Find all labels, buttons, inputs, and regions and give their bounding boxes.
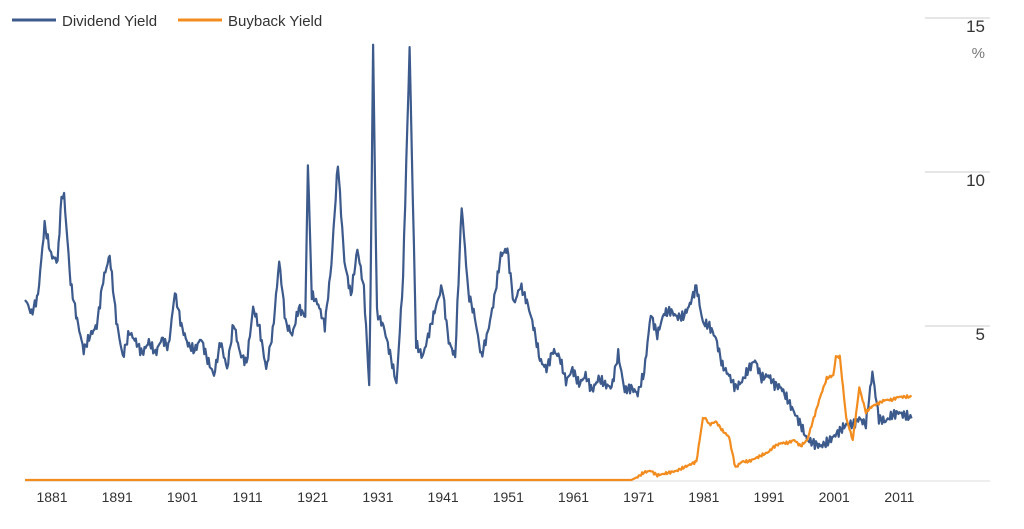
y-tick-label-5: 5 [976,325,985,344]
x-tick-label-1961: 1961 [558,489,589,505]
x-tick-label-1951: 1951 [493,489,524,505]
x-tick-label-1921: 1921 [297,489,328,505]
x-tick-label-1971: 1971 [623,489,654,505]
grid-layer [925,17,990,327]
axis-layer: 5 10 15% 1881 1891 1901 1911 1921 1931 1941 1951 19… [36,17,985,505]
x-tick-label-1911: 1911 [233,489,263,505]
x-tick-label-2001: 2001 [819,489,850,505]
x-tick-label-1881: 1881 [36,489,67,505]
x-tick-label-1981: 1981 [688,489,719,505]
buyback-yield-line [25,354,913,482]
legend-label-buyback-yield: Buyback Yield [228,13,322,30]
x-tick-label-2011: 2011 [884,489,914,505]
y-unit-label: % [972,45,985,62]
x-tick-label-1891: 1891 [102,489,133,505]
y-tick-label-15: 15 [966,17,985,36]
legend-label-dividend-yield: Dividend Yield [62,13,157,30]
x-tick-label-1931: 1931 [362,489,393,505]
y-tick-label-10: 10 [966,171,985,190]
x-tick-label-1901: 1901 [167,489,198,505]
series-layer [24,43,913,482]
legend: Dividend Yield Buyback Yield [12,13,322,30]
x-tick-label-1941: 1941 [428,489,459,505]
x-tick-label-1991: 1991 [753,489,784,505]
dividend-yield-line [24,43,913,451]
